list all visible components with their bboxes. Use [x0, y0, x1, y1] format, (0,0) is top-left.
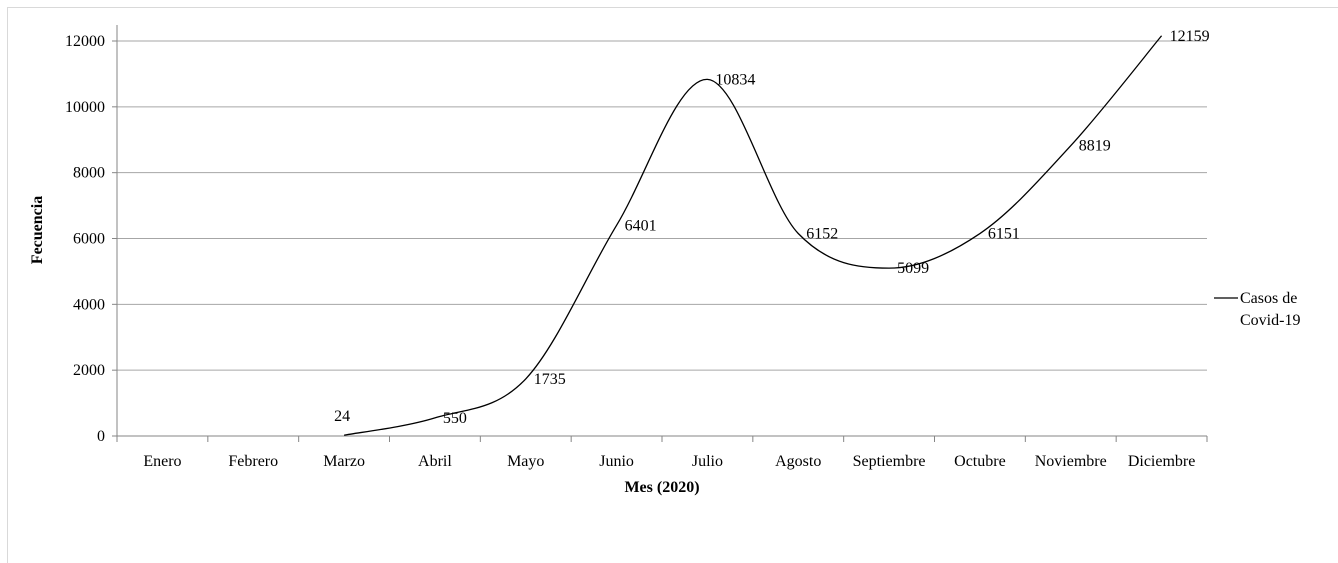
y-axis-title: Fecuencia	[29, 196, 46, 264]
chart-frame	[7, 7, 1338, 563]
x-tick-label: Julio	[692, 453, 723, 470]
gridlines	[117, 40, 1207, 371]
axes	[112, 25, 1208, 442]
y-tick-label: 6000	[73, 231, 105, 248]
x-tick-label: Marzo	[323, 453, 365, 470]
data-label: 6151	[988, 226, 1020, 243]
data-label: 12159	[1170, 28, 1210, 45]
x-tick-label: Agosto	[775, 453, 821, 470]
data-label: 24	[334, 408, 350, 425]
y-tick-labels: 0 2000 4000 6000 8000 10000 12000	[65, 33, 105, 445]
data-label: 5099	[897, 260, 929, 277]
y-tick-label: 12000	[65, 33, 105, 50]
x-tick-label: Septiembre	[853, 453, 926, 470]
y-tick-label: 8000	[73, 165, 105, 182]
series-line	[343, 35, 1163, 436]
y-tick-label: 0	[97, 428, 105, 445]
data-label: 10834	[715, 71, 755, 88]
x-tick-label: Noviembre	[1035, 453, 1107, 470]
data-label: 1735	[534, 371, 566, 388]
data-label: 550	[443, 410, 467, 427]
legend: Casos de Covid-19	[1214, 290, 1300, 329]
legend-label-line1: Casos de	[1240, 290, 1297, 307]
y-tick-label: 2000	[73, 362, 105, 379]
data-label: 8819	[1079, 138, 1111, 155]
x-tick-label: Octubre	[954, 453, 1006, 470]
y-tick-label: 10000	[65, 99, 105, 116]
x-tick-labels: Enero Febrero Marzo Abril Mayo Junio Julio Agos…	[143, 453, 1195, 470]
x-tick-label: Mayo	[507, 453, 544, 470]
x-tick-label: Junio	[599, 453, 634, 470]
data-labels: 24 550 1735 6401 10834 6152 5099 6151 8819 12159	[334, 28, 1210, 427]
x-tick-label: Abril	[418, 453, 452, 470]
x-tick-label: Febrero	[228, 453, 278, 470]
legend-label-line2: Covid-19	[1240, 312, 1300, 329]
data-label: 6152	[806, 225, 838, 242]
x-axis-title: Mes (2020)	[624, 479, 699, 496]
data-label: 6401	[625, 217, 657, 234]
x-tick-label: Diciembre	[1128, 453, 1196, 470]
x-tick-label: Enero	[143, 453, 181, 470]
y-tick-label: 4000	[73, 296, 105, 313]
series-group	[343, 35, 1163, 436]
